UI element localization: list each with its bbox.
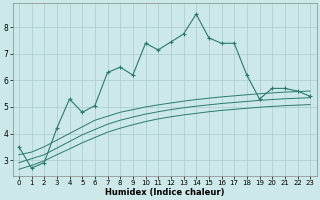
X-axis label: Humidex (Indice chaleur): Humidex (Indice chaleur) bbox=[105, 188, 224, 197]
